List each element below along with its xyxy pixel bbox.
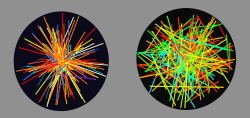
Ellipse shape [14,11,109,111]
Ellipse shape [136,8,236,110]
Ellipse shape [136,8,236,110]
Ellipse shape [14,11,109,111]
